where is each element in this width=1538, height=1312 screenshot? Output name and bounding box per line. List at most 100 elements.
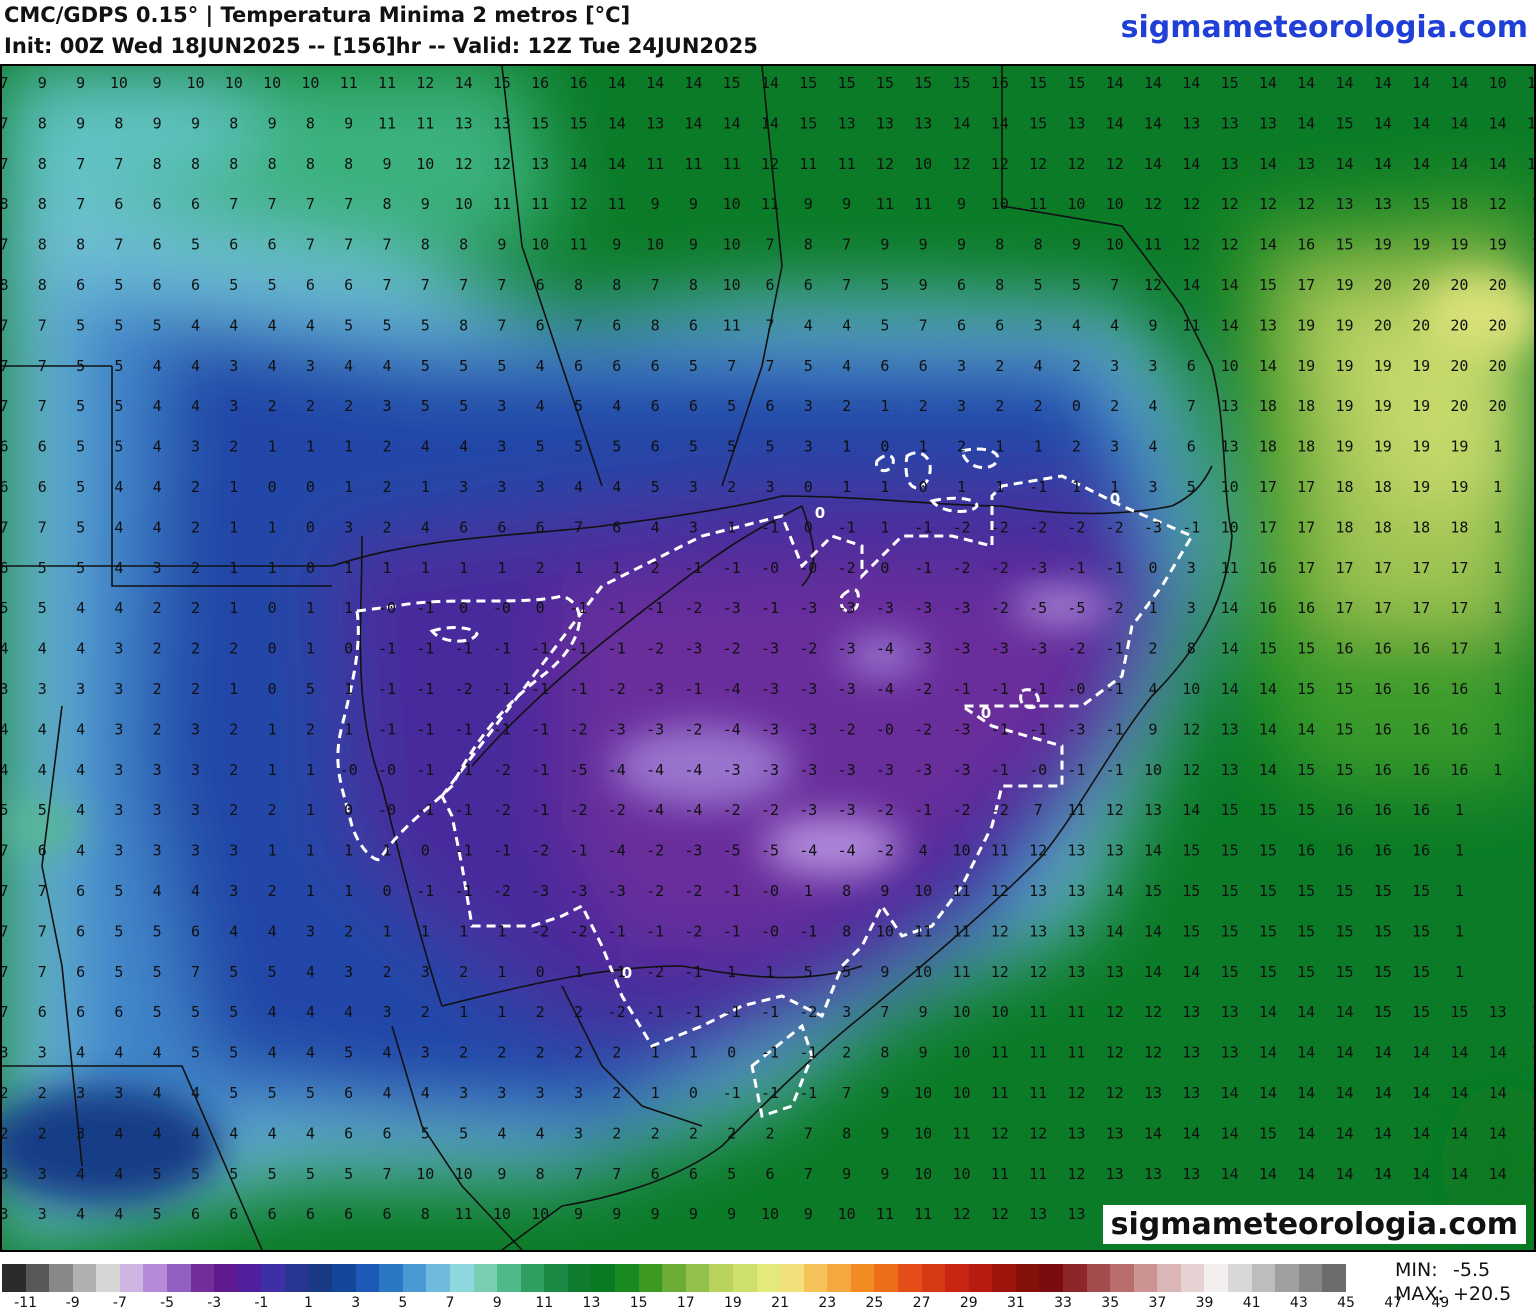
grid-value: 9	[1148, 720, 1157, 738]
grid-value: 4	[76, 1205, 85, 1223]
grid-value: 15	[914, 74, 932, 92]
grid-value: 5	[114, 397, 123, 415]
colorbar-tick-label: 43	[1289, 1295, 1308, 1311]
grid-value: 2	[306, 720, 315, 738]
grid-value: 15	[493, 74, 511, 92]
grid-value: -1	[684, 963, 702, 981]
grid-value: 14	[1297, 1003, 1315, 1021]
grid-value: 3	[1148, 357, 1157, 375]
grid-value: 14	[1182, 276, 1200, 294]
grid-value: 5	[382, 316, 391, 334]
grid-value: 7	[76, 155, 85, 173]
grid-value: 13	[1106, 1124, 1124, 1142]
grid-value: 6	[268, 1205, 277, 1223]
grid-value: 19	[1412, 478, 1430, 496]
grid-value: 1	[421, 559, 430, 577]
grid-value: -1	[608, 922, 626, 940]
grid-value: 1	[727, 963, 736, 981]
grid-value: 4	[536, 1124, 545, 1142]
grid-value: 7	[2, 397, 9, 415]
grid-value: 15	[1335, 114, 1353, 132]
grid-value: 5	[114, 438, 123, 456]
grid-value: 3	[459, 1084, 468, 1102]
grid-value: 2	[382, 518, 391, 536]
grid-value: 1	[306, 801, 315, 819]
grid-value: 3	[536, 478, 545, 496]
grid-value: -1	[1067, 559, 1085, 577]
grid-value: -1	[378, 720, 396, 738]
grid-value: 3	[76, 1084, 85, 1102]
colorbar-swatch	[1133, 1264, 1158, 1292]
grid-value: 6	[191, 195, 200, 213]
grid-value: 13	[646, 114, 664, 132]
grid-value: -1	[455, 761, 473, 779]
colorbar-swatch	[143, 1264, 168, 1292]
grid-value: 0	[536, 599, 545, 617]
grid-value: 7	[497, 316, 506, 334]
grid-value: 2	[1034, 397, 1043, 415]
grid-value: 11	[1029, 1084, 1047, 1102]
grid-value: 14	[1259, 720, 1277, 738]
grid-value: 5	[153, 1205, 162, 1223]
grid-value: 12	[1067, 155, 1085, 173]
grid-value: 1	[1493, 680, 1502, 698]
grid-value: 14	[1412, 1084, 1430, 1102]
colorbar-tick-label: 33	[1054, 1295, 1072, 1311]
grid-value: 10	[455, 195, 473, 213]
grid-value: 16	[1335, 842, 1353, 860]
grid-value: 3	[38, 1044, 47, 1062]
grid-value: -4	[799, 842, 817, 860]
grid-value: 13	[1067, 922, 1085, 940]
grid-value: -3	[838, 761, 856, 779]
grid-value: -4	[876, 680, 894, 698]
grid-value: 6	[995, 316, 1004, 334]
grid-value: -1	[455, 801, 473, 819]
grid-value: -3	[799, 720, 817, 738]
grid-value: 5	[804, 963, 813, 981]
brand-link-top[interactable]: sigmameteorologia.com	[1120, 10, 1528, 45]
grid-value: 3	[191, 761, 200, 779]
grid-value: 7	[2, 155, 9, 173]
grid-value: 1	[1455, 963, 1464, 981]
grid-value: 14	[1335, 1165, 1353, 1183]
grid-value: 10	[110, 74, 128, 92]
grid-value: 4	[919, 842, 928, 860]
grid-value: -1	[761, 1084, 779, 1102]
brand-link-bottom[interactable]: sigmameteorologia.com	[1102, 1205, 1526, 1244]
grid-value: 10	[914, 1084, 932, 1102]
grid-value: 9	[880, 1084, 889, 1102]
grid-value: 12	[1029, 963, 1047, 981]
grid-value: -2	[646, 842, 664, 860]
grid-value: 11	[952, 963, 970, 981]
grid-value: 2	[497, 1044, 506, 1062]
colorbar-tick-label: 41	[1242, 1295, 1261, 1311]
grid-value: 1	[765, 963, 774, 981]
grid-value: 1	[1531, 1044, 1534, 1062]
grid-value: 11	[646, 155, 664, 173]
grid-value: -2	[914, 680, 932, 698]
grid-value: 7	[38, 922, 47, 940]
grid-value: 14	[1297, 114, 1315, 132]
grid-value: 11	[1067, 1003, 1085, 1021]
grid-value: 16	[1335, 640, 1353, 658]
grid-value: 10	[1221, 518, 1239, 536]
grid-value: 13	[1221, 1044, 1239, 1062]
grid-value: 7	[382, 236, 391, 254]
grid-value: 10	[723, 276, 741, 294]
grid-value: 10	[416, 1165, 434, 1183]
grid-value: -3	[1067, 720, 1085, 738]
grid-value: 19	[1489, 236, 1507, 254]
grid-value: 4	[76, 720, 85, 738]
temperature-field	[2, 66, 1534, 1250]
grid-value: 5	[153, 316, 162, 334]
grid-value: 14	[1412, 1044, 1430, 1062]
grid-value: 15	[1221, 74, 1239, 92]
grid-value: 15	[1374, 963, 1392, 981]
grid-value: 16	[1374, 640, 1392, 658]
grid-value: 13	[1067, 1205, 1085, 1223]
grid-value: 7	[842, 1084, 851, 1102]
grid-value: 14	[1412, 74, 1430, 92]
grid-value: 20	[1374, 316, 1392, 334]
grid-value: -2	[608, 680, 626, 698]
grid-value: 10	[1144, 761, 1162, 779]
